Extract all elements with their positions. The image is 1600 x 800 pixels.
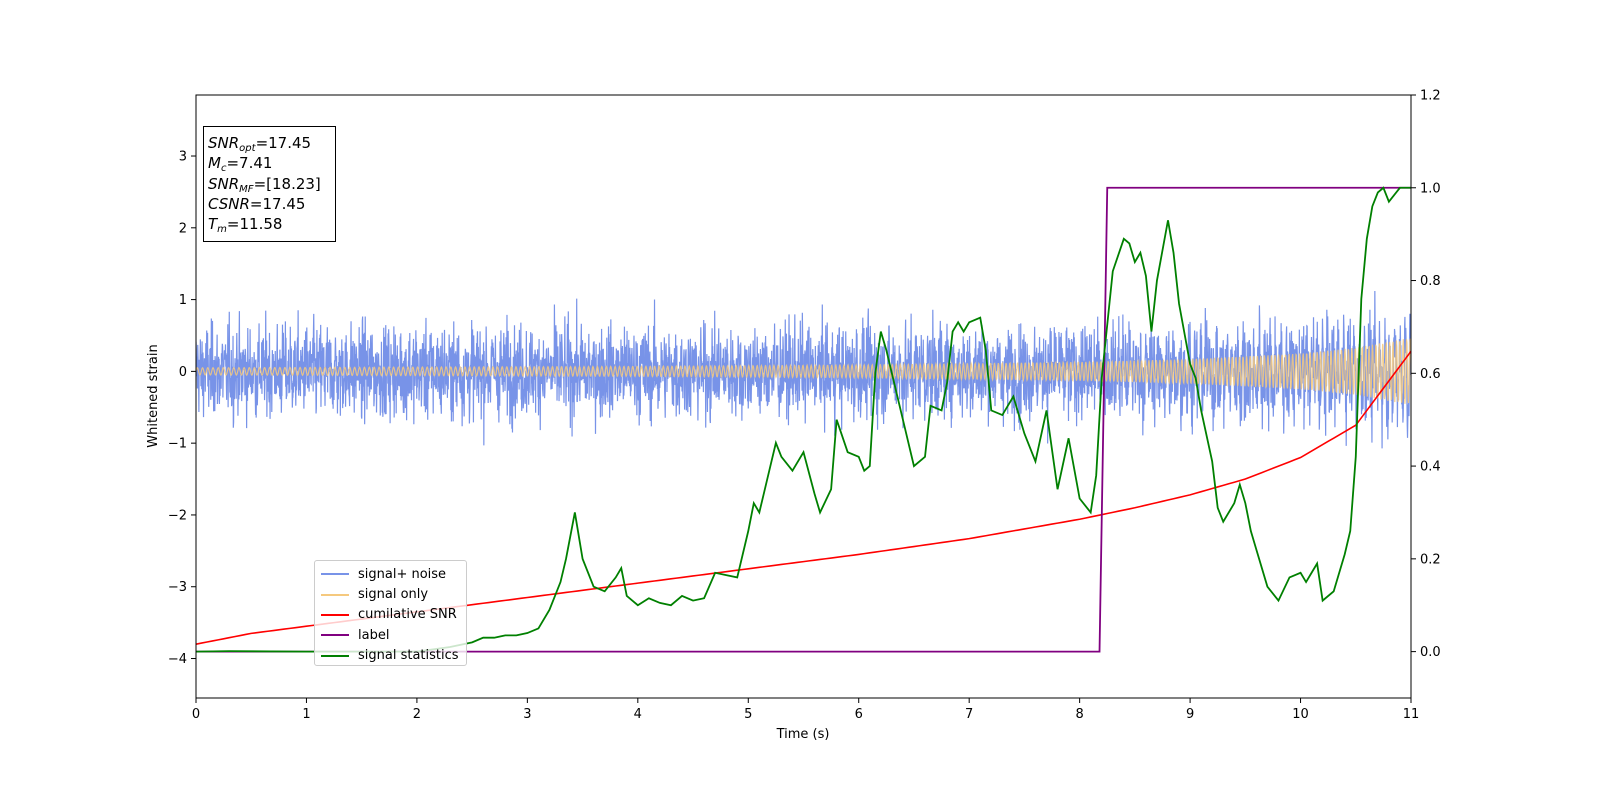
y2-tick-label: 0.6	[1420, 367, 1441, 382]
legend-swatch-label	[321, 634, 349, 637]
x-tick-label: 6	[855, 707, 863, 722]
y2-tick-label: 0.0	[1420, 645, 1441, 660]
legend-swatch-cumulative-snr	[321, 613, 349, 616]
x-tick-label: 10	[1292, 707, 1309, 722]
legend-label-label: label	[358, 627, 390, 643]
y2-tick-label: 0.8	[1420, 274, 1441, 289]
series-label	[196, 186, 1411, 653]
legend-item-signal-statistics: signal statistics	[321, 646, 466, 666]
legend-label-signal-noise: signal+ noise	[358, 566, 447, 582]
legend-label-cumulative-snr: cumilative SNR	[358, 607, 457, 623]
series-signal-only	[196, 338, 1411, 404]
chart-legend: signal+ noise signal only cumilative SNR…	[314, 560, 467, 666]
x-tick-label: 8	[1075, 707, 1083, 722]
y-tick-label: 2	[179, 221, 187, 236]
csnr-annotation: CSNR=17.45	[208, 194, 306, 213]
x-tick-label: 11	[1403, 707, 1420, 722]
x-tick-label: 9	[1186, 707, 1194, 722]
y-axis-ticks: 3 2 1 0 −1 −2 −3 −4	[168, 150, 196, 667]
y-tick-label: 0	[179, 365, 187, 380]
axes-frame	[195, 94, 1412, 699]
legend-item-label: label	[321, 625, 466, 645]
y2-tick-label: 1.2	[1420, 89, 1441, 104]
x-tick-label: 4	[634, 707, 642, 722]
x-tick-label: 0	[192, 707, 200, 722]
y2-tick-label: 1.0	[1420, 181, 1441, 196]
tm-annotation: Tm=11.58	[208, 215, 283, 236]
y-tick-label: −3	[168, 580, 187, 595]
y-axis-label: Whitened strain	[146, 344, 161, 447]
y2-tick-label: 0.4	[1420, 460, 1441, 475]
x-axis-ticks: 0 1 2 3 4 5 6 7 8 9 10 11	[192, 698, 1419, 722]
legend-swatch-signal-only	[321, 593, 349, 596]
x-tick-label: 5	[744, 707, 752, 722]
x-tick-label: 2	[413, 707, 421, 722]
y2-axis-ticks: 1.2 1.0 0.8 0.6 0.4 0.2 0.0	[1411, 89, 1441, 660]
x-tick-label: 1	[302, 707, 310, 722]
series-signal-statistics	[196, 186, 1411, 653]
x-tick-label: 3	[523, 707, 531, 722]
y-tick-label: −4	[168, 652, 187, 667]
legend-item-signal-only: signal only	[321, 584, 466, 604]
snr-opt-annotation: SNRopt=17.45	[208, 134, 312, 154]
y-tick-label: 3	[179, 150, 187, 165]
legend-label-signal-statistics: signal statistics	[358, 648, 459, 664]
legend-label-signal-only: signal only	[358, 587, 429, 603]
y-tick-label: 1	[179, 293, 187, 308]
legend-swatch-signal-noise	[321, 573, 349, 576]
snr-info-box: SNRopt=17.45 Mc=7.41 SNRMF=[18.23] CSNR=…	[203, 126, 336, 242]
snr-mf-annotation: SNRMF=[18.23]	[208, 174, 321, 195]
y-tick-label: −2	[168, 508, 187, 523]
x-axis-label: Time (s)	[776, 727, 830, 742]
x-tick-label: 7	[965, 707, 973, 722]
y2-tick-label: 0.2	[1420, 552, 1441, 567]
legend-item-cumulative-snr: cumilative SNR	[321, 605, 466, 625]
legend-swatch-signal-statistics	[321, 654, 349, 657]
y-tick-label: −1	[168, 437, 187, 452]
legend-item-signal-noise: signal+ noise	[321, 564, 466, 584]
chirp-mass-annotation: Mc=7.41	[208, 154, 273, 175]
